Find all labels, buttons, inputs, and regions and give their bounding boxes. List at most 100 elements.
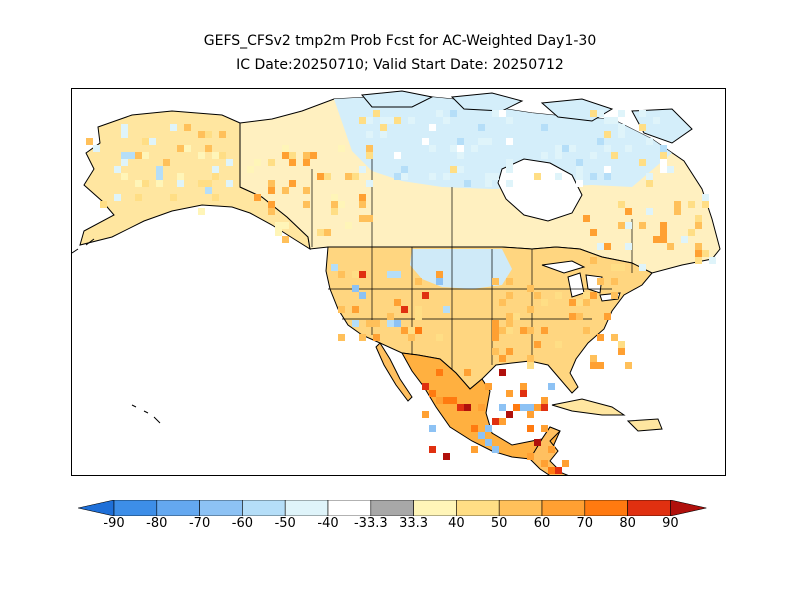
forecast-cell [506, 411, 513, 418]
colorbar-swatch [370, 500, 414, 516]
forecast-cell [205, 145, 212, 152]
forecast-cell [443, 306, 450, 313]
forecast-cell [625, 208, 632, 215]
forecast-cell [226, 159, 233, 166]
forecast-cell [569, 145, 576, 152]
forecast-cell [352, 271, 359, 278]
forecast-cell [576, 159, 583, 166]
forecast-cell [611, 334, 618, 341]
forecast-cell [527, 404, 534, 411]
forecast-cell [401, 306, 408, 313]
forecast-cell [471, 446, 478, 453]
forecast-cell [709, 257, 716, 264]
forecast-cell [387, 320, 394, 327]
forecast-cell [695, 222, 702, 229]
forecast-cell [212, 173, 219, 180]
forecast-cell [345, 222, 352, 229]
forecast-cell [590, 355, 597, 362]
forecast-cell [429, 124, 436, 131]
forecast-cell [457, 145, 464, 152]
forecast-cell [492, 110, 499, 117]
forecast-cell [338, 271, 345, 278]
region-caribbean [551, 398, 663, 432]
colorbar-tick-label: 60 [533, 516, 551, 531]
forecast-cell [513, 313, 520, 320]
forecast-cell [121, 152, 128, 159]
forecast-cell [198, 208, 205, 215]
forecast-cell [198, 180, 205, 187]
forecast-cell [163, 159, 170, 166]
forecast-cell [219, 131, 226, 138]
colorbar-swatch [327, 500, 372, 516]
forecast-cell [135, 152, 142, 159]
forecast-cell [569, 313, 576, 320]
forecast-cell [660, 222, 667, 229]
forecast-cell [429, 425, 436, 432]
forecast-cell [394, 299, 401, 306]
forecast-cell [352, 306, 359, 313]
forecast-cell [604, 173, 611, 180]
forecast-cell [646, 180, 653, 187]
forecast-cell [387, 313, 394, 320]
forecast-cell [394, 117, 401, 124]
colorbar-swatch [498, 500, 543, 516]
forecast-cell [541, 327, 548, 334]
forecast-cell [317, 229, 324, 236]
forecast-cell [415, 313, 422, 320]
forecast-cell [618, 131, 625, 138]
forecast-cell [373, 320, 380, 327]
forecast-cell [520, 327, 527, 334]
colorbar-swatch [584, 500, 628, 516]
forecast-cell [506, 327, 513, 334]
forecast-cell [450, 145, 457, 152]
forecast-cell [527, 453, 534, 460]
forecast-cell [695, 243, 702, 250]
forecast-cell [611, 152, 618, 159]
forecast-cell [359, 334, 366, 341]
forecast-cell [555, 292, 562, 299]
region-baja [375, 342, 413, 402]
forecast-cell [331, 201, 338, 208]
forecast-cell [639, 124, 646, 131]
forecast-cell [457, 166, 464, 173]
forecast-cell [289, 180, 296, 187]
forecast-cell [177, 173, 184, 180]
chart-title: GEFS_CFSv2 tmp2m Prob Fcst for AC-Weight… [203, 33, 597, 49]
forecast-cell [639, 159, 646, 166]
forecast-cell [331, 264, 338, 271]
forecast-cell [443, 397, 450, 404]
forecast-cell [114, 194, 121, 201]
forecast-cell [590, 362, 597, 369]
forecast-cell [492, 334, 499, 341]
forecast-cell [492, 278, 499, 285]
forecast-cell [492, 173, 499, 180]
forecast-cell [443, 117, 450, 124]
forecast-cell [583, 327, 590, 334]
probability-map [72, 90, 721, 475]
forecast-cell [135, 194, 142, 201]
forecast-cell [247, 166, 254, 173]
forecast-cell [541, 152, 548, 159]
colorbar-tick-label: -60 [231, 516, 254, 531]
forecast-cell [695, 215, 702, 222]
colorbar-swatch [627, 500, 671, 516]
forecast-cell [443, 453, 450, 460]
forecast-cell [555, 145, 562, 152]
forecast-cell [268, 180, 275, 187]
forecast-cell [282, 236, 289, 243]
forecast-cell [583, 215, 590, 222]
forecast-cell [359, 201, 366, 208]
forecast-cell [142, 138, 149, 145]
forecast-cell [499, 327, 506, 334]
forecast-cell [513, 404, 520, 411]
colorbar-swatch [156, 500, 200, 516]
forecast-cell [562, 145, 569, 152]
region-aleutians [72, 238, 95, 254]
forecast-cell [597, 362, 604, 369]
forecast-cell [408, 334, 415, 341]
forecast-cell [576, 180, 583, 187]
forecast-cell [380, 131, 387, 138]
forecast-cell [268, 208, 275, 215]
forecast-cell [394, 173, 401, 180]
forecast-cell [499, 355, 506, 362]
